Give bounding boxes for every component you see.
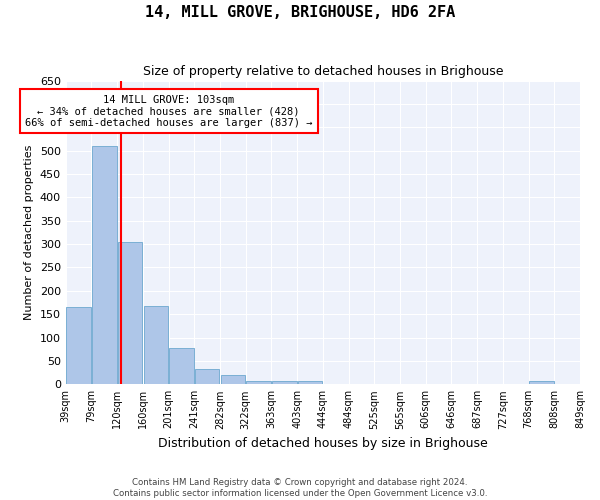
Bar — [118, 242, 142, 384]
Bar — [221, 375, 245, 384]
Bar — [298, 381, 322, 384]
Bar — [272, 381, 296, 384]
X-axis label: Distribution of detached houses by size in Brighouse: Distribution of detached houses by size … — [158, 437, 488, 450]
Bar — [195, 370, 220, 384]
Text: Contains HM Land Registry data © Crown copyright and database right 2024.
Contai: Contains HM Land Registry data © Crown c… — [113, 478, 487, 498]
Bar — [92, 146, 116, 384]
Bar — [67, 307, 91, 384]
Text: 14 MILL GROVE: 103sqm
← 34% of detached houses are smaller (428)
66% of semi-det: 14 MILL GROVE: 103sqm ← 34% of detached … — [25, 94, 313, 128]
Bar — [247, 381, 271, 384]
Title: Size of property relative to detached houses in Brighouse: Size of property relative to detached ho… — [143, 65, 503, 78]
Y-axis label: Number of detached properties: Number of detached properties — [24, 144, 34, 320]
Bar — [169, 348, 194, 385]
Bar — [529, 381, 554, 384]
Bar — [143, 306, 168, 384]
Text: 14, MILL GROVE, BRIGHOUSE, HD6 2FA: 14, MILL GROVE, BRIGHOUSE, HD6 2FA — [145, 5, 455, 20]
